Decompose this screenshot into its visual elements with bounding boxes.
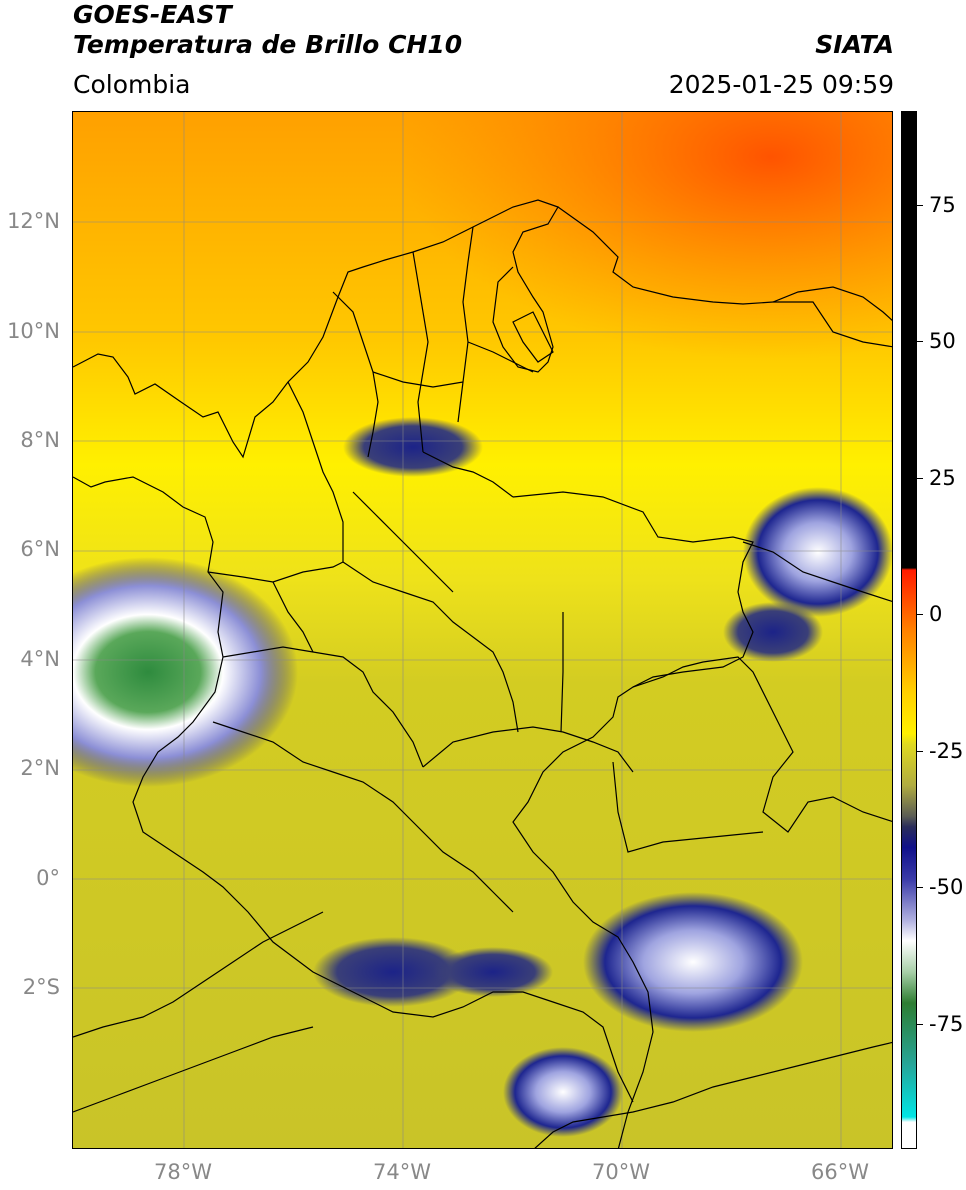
lat-tick-10n: 10°N	[7, 319, 60, 343]
cb-tick-minus50: -50	[929, 875, 964, 899]
cb-tick-75: 75	[929, 193, 956, 217]
lat-tick-6n: 6°N	[20, 537, 60, 561]
cloud-band-amazon	[433, 947, 553, 997]
cloud-band-south	[313, 937, 473, 1007]
lon-tick-74w: 74°W	[373, 1160, 431, 1184]
cb-tickmark-minus75	[917, 1024, 923, 1025]
warm-region	[73, 112, 892, 562]
lat-tick-2n: 2°N	[20, 756, 60, 780]
lat-tick-0: 0°	[36, 866, 60, 890]
lon-tick-70w: 70°W	[592, 1160, 650, 1184]
datetime-label: 2025-01-25 09:59	[668, 70, 894, 99]
cb-tick-minus25: -25	[929, 739, 964, 763]
lat-tick-2s: 2°S	[22, 975, 60, 999]
colorbar-svg	[902, 112, 916, 1148]
source-label: SIATA	[815, 30, 894, 59]
lat-tick-12n: 12°N	[7, 209, 60, 233]
cb-tickmark-minus25	[917, 751, 923, 752]
storm-cluster-pacific	[73, 557, 298, 787]
cb-tickmark-25	[917, 478, 923, 479]
graticule	[73, 112, 892, 1148]
lon-tick-66w: 66°W	[811, 1160, 869, 1184]
coastlines-borders	[73, 199, 892, 1148]
colorbar	[901, 111, 917, 1149]
satellite-map	[72, 111, 893, 1149]
cb-tickmark-minus50	[917, 887, 923, 888]
cb-tickmark-75	[917, 205, 923, 206]
satellite-label: GOES-EAST	[73, 0, 232, 29]
cb-tickmark-0	[917, 614, 923, 615]
cb-tick-0: 0	[929, 602, 943, 626]
cloud-band-llanos	[723, 602, 823, 662]
chart-title: GOES-EAST Temperatura de Brillo CH10	[73, 0, 462, 60]
cloud-band-andes	[343, 417, 483, 477]
lat-tick-8n: 8°N	[20, 428, 60, 452]
region-label: Colombia	[73, 70, 191, 99]
cb-tick-minus75: -75	[929, 1012, 964, 1036]
storm-cluster-south	[583, 892, 803, 1032]
storm-cluster-amazon	[503, 1047, 623, 1137]
product-label: Temperatura de Brillo CH10	[73, 30, 463, 59]
cb-tick-25: 25	[929, 466, 956, 490]
cb-tick-50: 50	[929, 329, 956, 353]
map-svg	[73, 112, 892, 1148]
lat-tick-4n: 4°N	[20, 647, 60, 671]
storm-cluster-east	[743, 487, 892, 617]
cb-tickmark-50	[917, 341, 923, 342]
lon-tick-78w: 78°W	[154, 1160, 212, 1184]
colorbar-gradient	[902, 112, 916, 1148]
